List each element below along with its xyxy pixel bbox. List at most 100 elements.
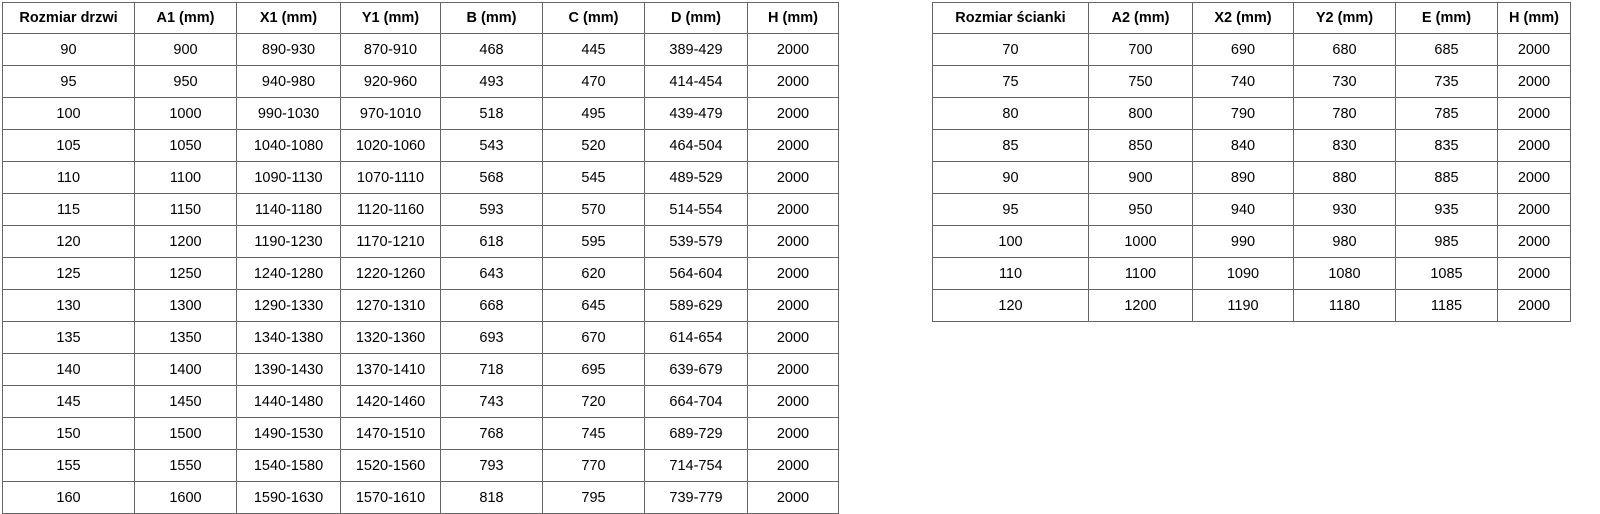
table-row: 75 750 740 730 735 2000: [932, 65, 1571, 98]
table-row: 95 950 940-980 920-960 493 470 414-454 2000: [2, 65, 839, 98]
door-table-cell: 2000: [747, 481, 839, 514]
table-row: 110 1100 1090 1080 1085 2000: [932, 257, 1571, 290]
table-row: 70 700 690 680 685 2000: [932, 33, 1571, 66]
table-row: 100 1000 990 980 985 2000: [932, 225, 1571, 258]
table-row: 150 1500 1490-1530 1470-1510 768 745 689-729 20…: [2, 417, 839, 450]
door-table-cell: 689-729: [644, 417, 748, 450]
door-table-cell: 568: [440, 161, 543, 194]
door-table-cell: 768: [440, 417, 543, 450]
door-table-cell: 130: [2, 289, 135, 322]
wall-table-cell: 100: [932, 225, 1089, 258]
wall-table-cell: 880: [1293, 161, 1396, 194]
door-table-cell: 1020-1060: [340, 129, 441, 162]
wall-table-cell: 120: [932, 289, 1089, 322]
door-table-cell: 2000: [747, 353, 839, 386]
door-table-cell: 464-504: [644, 129, 748, 162]
table-row: 130 1300 1290-1330 1270-1310 668 645 589-629 20…: [2, 289, 839, 322]
wall-table-cell: 850: [1088, 129, 1193, 162]
wall-table-cell: 70: [932, 33, 1089, 66]
wall-table-cell: 2000: [1497, 193, 1571, 226]
door-table-cell: 150: [2, 417, 135, 450]
wall-table-cell: 2000: [1497, 257, 1571, 290]
door-table-cell: 1370-1410: [340, 353, 441, 386]
wall-table-cell: 1100: [1088, 257, 1193, 290]
door-table-cell: 900: [134, 33, 237, 66]
wall-table-cell: 1000: [1088, 225, 1193, 258]
door-table-cell: 514-554: [644, 193, 748, 226]
door-table-cell: 414-454: [644, 65, 748, 98]
door-table-cell: 695: [542, 353, 645, 386]
door-table-cell: 2000: [747, 417, 839, 450]
door-table-cell: 1570-1610: [340, 481, 441, 514]
door-table-cell: 1150: [134, 193, 237, 226]
wall-table-cell: 985: [1395, 225, 1498, 258]
door-table-cell: 445: [542, 33, 645, 66]
wall-table-cell: 700: [1088, 33, 1193, 66]
door-table-cell: 2000: [747, 33, 839, 66]
wall-table-cell: 735: [1395, 65, 1498, 98]
wall-table-cell: 1185: [1395, 289, 1498, 322]
door-table-cell: 745: [542, 417, 645, 450]
door-table-cell: 1540-1580: [236, 449, 341, 482]
wall-table-cell: 840: [1192, 129, 1294, 162]
door-table-cell: 1290-1330: [236, 289, 341, 322]
wall-table-cell: 800: [1088, 97, 1193, 130]
door-table-cell: 105: [2, 129, 135, 162]
door-table-cell: 439-479: [644, 97, 748, 130]
door-table-cell: 890-930: [236, 33, 341, 66]
table-row: 95 950 940 930 935 2000: [932, 193, 1571, 226]
wall-table-cell: 2000: [1497, 97, 1571, 130]
door-table-cell: 793: [440, 449, 543, 482]
wall-table-cell: 785: [1395, 97, 1498, 130]
door-table-cell: 110: [2, 161, 135, 194]
door-column-header-1: A1 (mm): [134, 2, 237, 34]
table-row: 120 1200 1190 1180 1185 2000: [932, 289, 1571, 322]
door-table-cell: 2000: [747, 97, 839, 130]
wall-table-cell: 885: [1395, 161, 1498, 194]
wall-table-cell: 1190: [1192, 289, 1294, 322]
wall-table-cell: 110: [932, 257, 1089, 290]
table-row: 85 850 840 830 835 2000: [932, 129, 1571, 162]
door-table-cell: 1600: [134, 481, 237, 514]
door-dimensions-table: Rozmiar drzwi A1 (mm) X1 (mm) Y1 (mm) B (mm)…: [2, 2, 839, 514]
wall-table-cell: 2000: [1497, 129, 1571, 162]
table-row: 80 800 790 780 785 2000: [932, 97, 1571, 130]
door-table-cell: 518: [440, 97, 543, 130]
door-table-cell: 1470-1510: [340, 417, 441, 450]
door-table-cell: 595: [542, 225, 645, 258]
door-table-cell: 1440-1480: [236, 385, 341, 418]
door-table-cell: 1140-1180: [236, 193, 341, 226]
table-row: 110 1100 1090-1130 1070-1110 568 545 489-529 20…: [2, 161, 839, 194]
wall-column-header-1: A2 (mm): [1088, 2, 1193, 34]
wall-table-cell: 690: [1192, 33, 1294, 66]
door-table-cell: 645: [542, 289, 645, 322]
table-row: 160 1600 1590-1630 1570-1610 818 795 739-779 20…: [2, 481, 839, 514]
door-column-header-4: B (mm): [440, 2, 543, 34]
wall-table-cell: 900: [1088, 161, 1193, 194]
door-table-cell: 160: [2, 481, 135, 514]
door-table-cell: 720: [542, 385, 645, 418]
wall-table-cell: 1090: [1192, 257, 1294, 290]
wall-table-cell: 2000: [1497, 225, 1571, 258]
door-table-cell: 639-679: [644, 353, 748, 386]
door-table-cell: 1090-1130: [236, 161, 341, 194]
wall-table-body: 70 700 690 680 685 2000 75 750 740 730 735 2000 80 80…: [932, 33, 1571, 322]
door-table-cell: 990-1030: [236, 97, 341, 130]
table-row: 100 1000 990-1030 970-1010 518 495 439-479 2000: [2, 97, 839, 130]
door-table-cell: 90: [2, 33, 135, 66]
door-table-cell: 2000: [747, 257, 839, 290]
wall-table-cell: 1200: [1088, 289, 1193, 322]
wall-table-cell: 1180: [1293, 289, 1396, 322]
door-table-cell: 120: [2, 225, 135, 258]
door-table-cell: 920-960: [340, 65, 441, 98]
wall-table-cell: 85: [932, 129, 1089, 162]
wall-table-cell: 780: [1293, 97, 1396, 130]
wall-column-header-0: Rozmiar ścianki: [932, 2, 1089, 34]
wall-column-header-3: Y2 (mm): [1293, 2, 1396, 34]
wall-table-cell: 730: [1293, 65, 1396, 98]
door-table-cell: 1490-1530: [236, 417, 341, 450]
door-table-cell: 495: [542, 97, 645, 130]
door-table-cell: 1120-1160: [340, 193, 441, 226]
door-table-cell: 1590-1630: [236, 481, 341, 514]
door-column-header-6: D (mm): [644, 2, 748, 34]
